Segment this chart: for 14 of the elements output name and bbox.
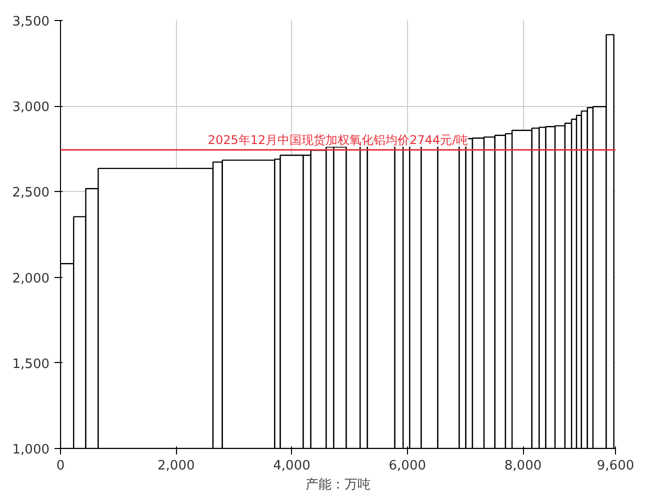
y-tick-label: 1,500 xyxy=(12,356,50,372)
x-tick-label: 9,600 xyxy=(596,458,634,474)
y-tick-label: 1,000 xyxy=(12,442,50,458)
y-tick-label: 2,000 xyxy=(12,271,50,286)
x-tick-label: 8,000 xyxy=(504,458,542,474)
x-tick-label: 6,000 xyxy=(388,458,426,474)
x-tick-label: 4,000 xyxy=(273,458,310,474)
x-tick-label: 0 xyxy=(56,458,65,474)
x-tick-label: 2,000 xyxy=(158,458,195,474)
ref-line-label: 2025年12月中国现货加权氧化铝均价2744元/吨 xyxy=(208,132,468,147)
x-axis-title: 产能：万吨 xyxy=(306,478,370,492)
y-tick-label: 3,500 xyxy=(12,14,50,30)
y-tick-label: 3,000 xyxy=(12,100,50,116)
y-tick-label: 2,500 xyxy=(12,186,50,201)
